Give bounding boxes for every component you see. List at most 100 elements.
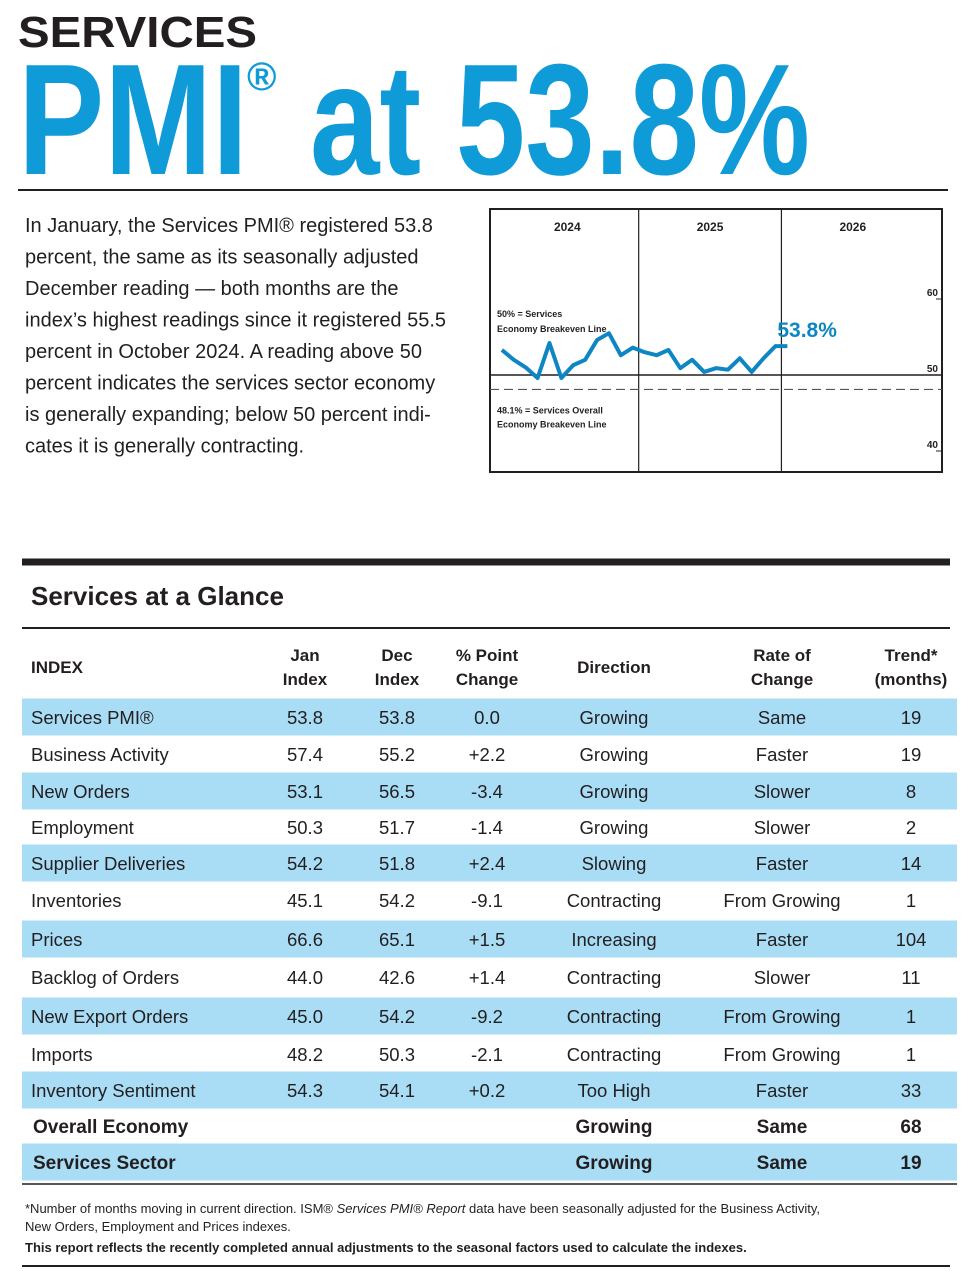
column-header: Index xyxy=(283,670,328,689)
paragraph-line: percent indicates the services sector ec… xyxy=(25,373,435,395)
table-cell: Same xyxy=(757,1117,808,1138)
paragraph-line: index’s highest readings since it regist… xyxy=(25,310,446,332)
title-rest: at 53.8% xyxy=(310,32,810,208)
table-cell: 14 xyxy=(901,853,922,874)
column-header: Trend* xyxy=(885,646,938,665)
reference-label: 50% = Services xyxy=(497,309,562,319)
table-cell: 54.2 xyxy=(379,890,415,911)
column-header: Change xyxy=(456,670,518,689)
title-main: PMI xyxy=(18,32,248,208)
table-title: Services at a Glance xyxy=(31,581,284,611)
footnote-part: data have been seasonally adjusted for t… xyxy=(465,1201,820,1216)
reference-label: Economy Breakeven Line xyxy=(497,324,607,334)
table-cell: 42.6 xyxy=(379,967,415,988)
reference-label: 48.1% = Services Overall xyxy=(497,405,603,415)
footnote-part: Services PMI® Report xyxy=(337,1201,467,1216)
chart-frame xyxy=(489,208,943,473)
table-cell: +2.4 xyxy=(469,853,506,874)
table-cell: 50.3 xyxy=(287,817,323,838)
table-cell: Too High xyxy=(577,1080,650,1101)
table-cell: Prices xyxy=(31,929,82,950)
column-header: Rate of xyxy=(753,646,811,665)
table-cell: 48.2 xyxy=(287,1044,323,1065)
reference-label: Economy Breakeven Line xyxy=(497,419,607,429)
table-cell: From Growing xyxy=(723,1044,840,1065)
table-cell: New Export Orders xyxy=(31,1006,188,1027)
table-cell: Slower xyxy=(754,781,811,802)
y-tick-label: 50 xyxy=(927,364,939,375)
paragraph-line: In January, the Services PMI® registered… xyxy=(25,215,433,237)
paragraph-line: December reading — both months are the xyxy=(25,278,399,300)
title-mark: ® xyxy=(247,55,276,99)
row-shade xyxy=(22,997,957,1035)
paragraph-line: percent in October 2024. A reading above… xyxy=(25,341,422,363)
table-cell: 0.0 xyxy=(474,707,500,728)
table-cell: Supplier Deliveries xyxy=(31,853,185,874)
table-cell: Growing xyxy=(580,781,649,802)
table-cell: 54.3 xyxy=(287,1080,323,1101)
table-cell: 33 xyxy=(901,1080,922,1101)
table-cell: 68 xyxy=(900,1117,921,1138)
table-cell: Growing xyxy=(580,744,649,765)
table-cell: Services PMI® xyxy=(31,707,154,728)
table-cell: 1 xyxy=(906,1006,916,1027)
table-cell: 53.1 xyxy=(287,781,323,802)
row-shade xyxy=(22,920,957,958)
table-cell: -3.4 xyxy=(471,781,503,802)
paragraph-line: cates it is generally contracting. xyxy=(25,436,304,458)
table-cell: 2 xyxy=(906,817,916,838)
paragraph-line: percent, the same as its seasonally adju… xyxy=(25,247,419,269)
table-cell: +1.5 xyxy=(469,929,506,950)
table-cell: 45.0 xyxy=(287,1006,323,1027)
row-shade xyxy=(22,1071,957,1109)
table-cell: Growing xyxy=(580,817,649,838)
footnote-part: *Number of months moving in current dire… xyxy=(25,1201,337,1216)
table-cell: 50.3 xyxy=(379,1044,415,1065)
kicker: SERVICES xyxy=(18,8,257,57)
table-cell: Contracting xyxy=(567,1006,662,1027)
table-cell: +1.4 xyxy=(469,967,506,988)
x-tick-label: 2025 xyxy=(697,220,724,234)
y-tick-label: 60 xyxy=(927,288,939,299)
table-cell: Overall Economy xyxy=(33,1117,189,1138)
table-cell: -1.4 xyxy=(471,817,503,838)
table-cell: 104 xyxy=(896,929,927,950)
table-cell: Business Activity xyxy=(31,744,170,765)
table-cell: -2.1 xyxy=(471,1044,503,1065)
table-cell: +2.2 xyxy=(469,744,506,765)
column-header: Dec xyxy=(381,646,412,665)
table-cell: From Growing xyxy=(723,1006,840,1027)
table-cell: 66.6 xyxy=(287,929,323,950)
table-cell: 51.8 xyxy=(379,853,415,874)
table-cell: -9.1 xyxy=(471,890,503,911)
table-cell: Contracting xyxy=(567,890,662,911)
table-cell: Faster xyxy=(756,744,808,765)
table-cell: New Orders xyxy=(31,781,130,802)
footnote: New Orders, Employment and Prices indexe… xyxy=(25,1219,291,1234)
value-label: 53.8% xyxy=(777,319,837,342)
table-cell: 65.1 xyxy=(379,929,415,950)
row-shade xyxy=(22,772,957,810)
paragraph-line: is generally expanding; below 50 percent… xyxy=(25,404,431,426)
column-header: Index xyxy=(375,670,420,689)
table-cell: 57.4 xyxy=(287,744,323,765)
table-cell: Growing xyxy=(575,1117,652,1138)
x-tick-label: 2026 xyxy=(839,220,866,234)
table-cell: Imports xyxy=(31,1044,93,1065)
table-cell: 53.8 xyxy=(287,707,323,728)
row-shade xyxy=(22,698,957,736)
table-cell: 1 xyxy=(906,1044,916,1065)
table-cell: +0.2 xyxy=(469,1080,506,1101)
table-cell: Backlog of Orders xyxy=(31,967,179,988)
table-cell: Employment xyxy=(31,817,134,838)
table-cell: 8 xyxy=(906,781,916,802)
table-cell: -9.2 xyxy=(471,1006,503,1027)
table-cell: Same xyxy=(757,1153,808,1174)
table-cell: 19 xyxy=(901,744,922,765)
x-tick-label: 2024 xyxy=(554,220,581,234)
column-header: Jan xyxy=(290,646,319,665)
table-cell: Increasing xyxy=(571,929,656,950)
table-cell: Slower xyxy=(754,817,811,838)
table-cell: 44.0 xyxy=(287,967,323,988)
column-header: % Point xyxy=(456,646,519,665)
